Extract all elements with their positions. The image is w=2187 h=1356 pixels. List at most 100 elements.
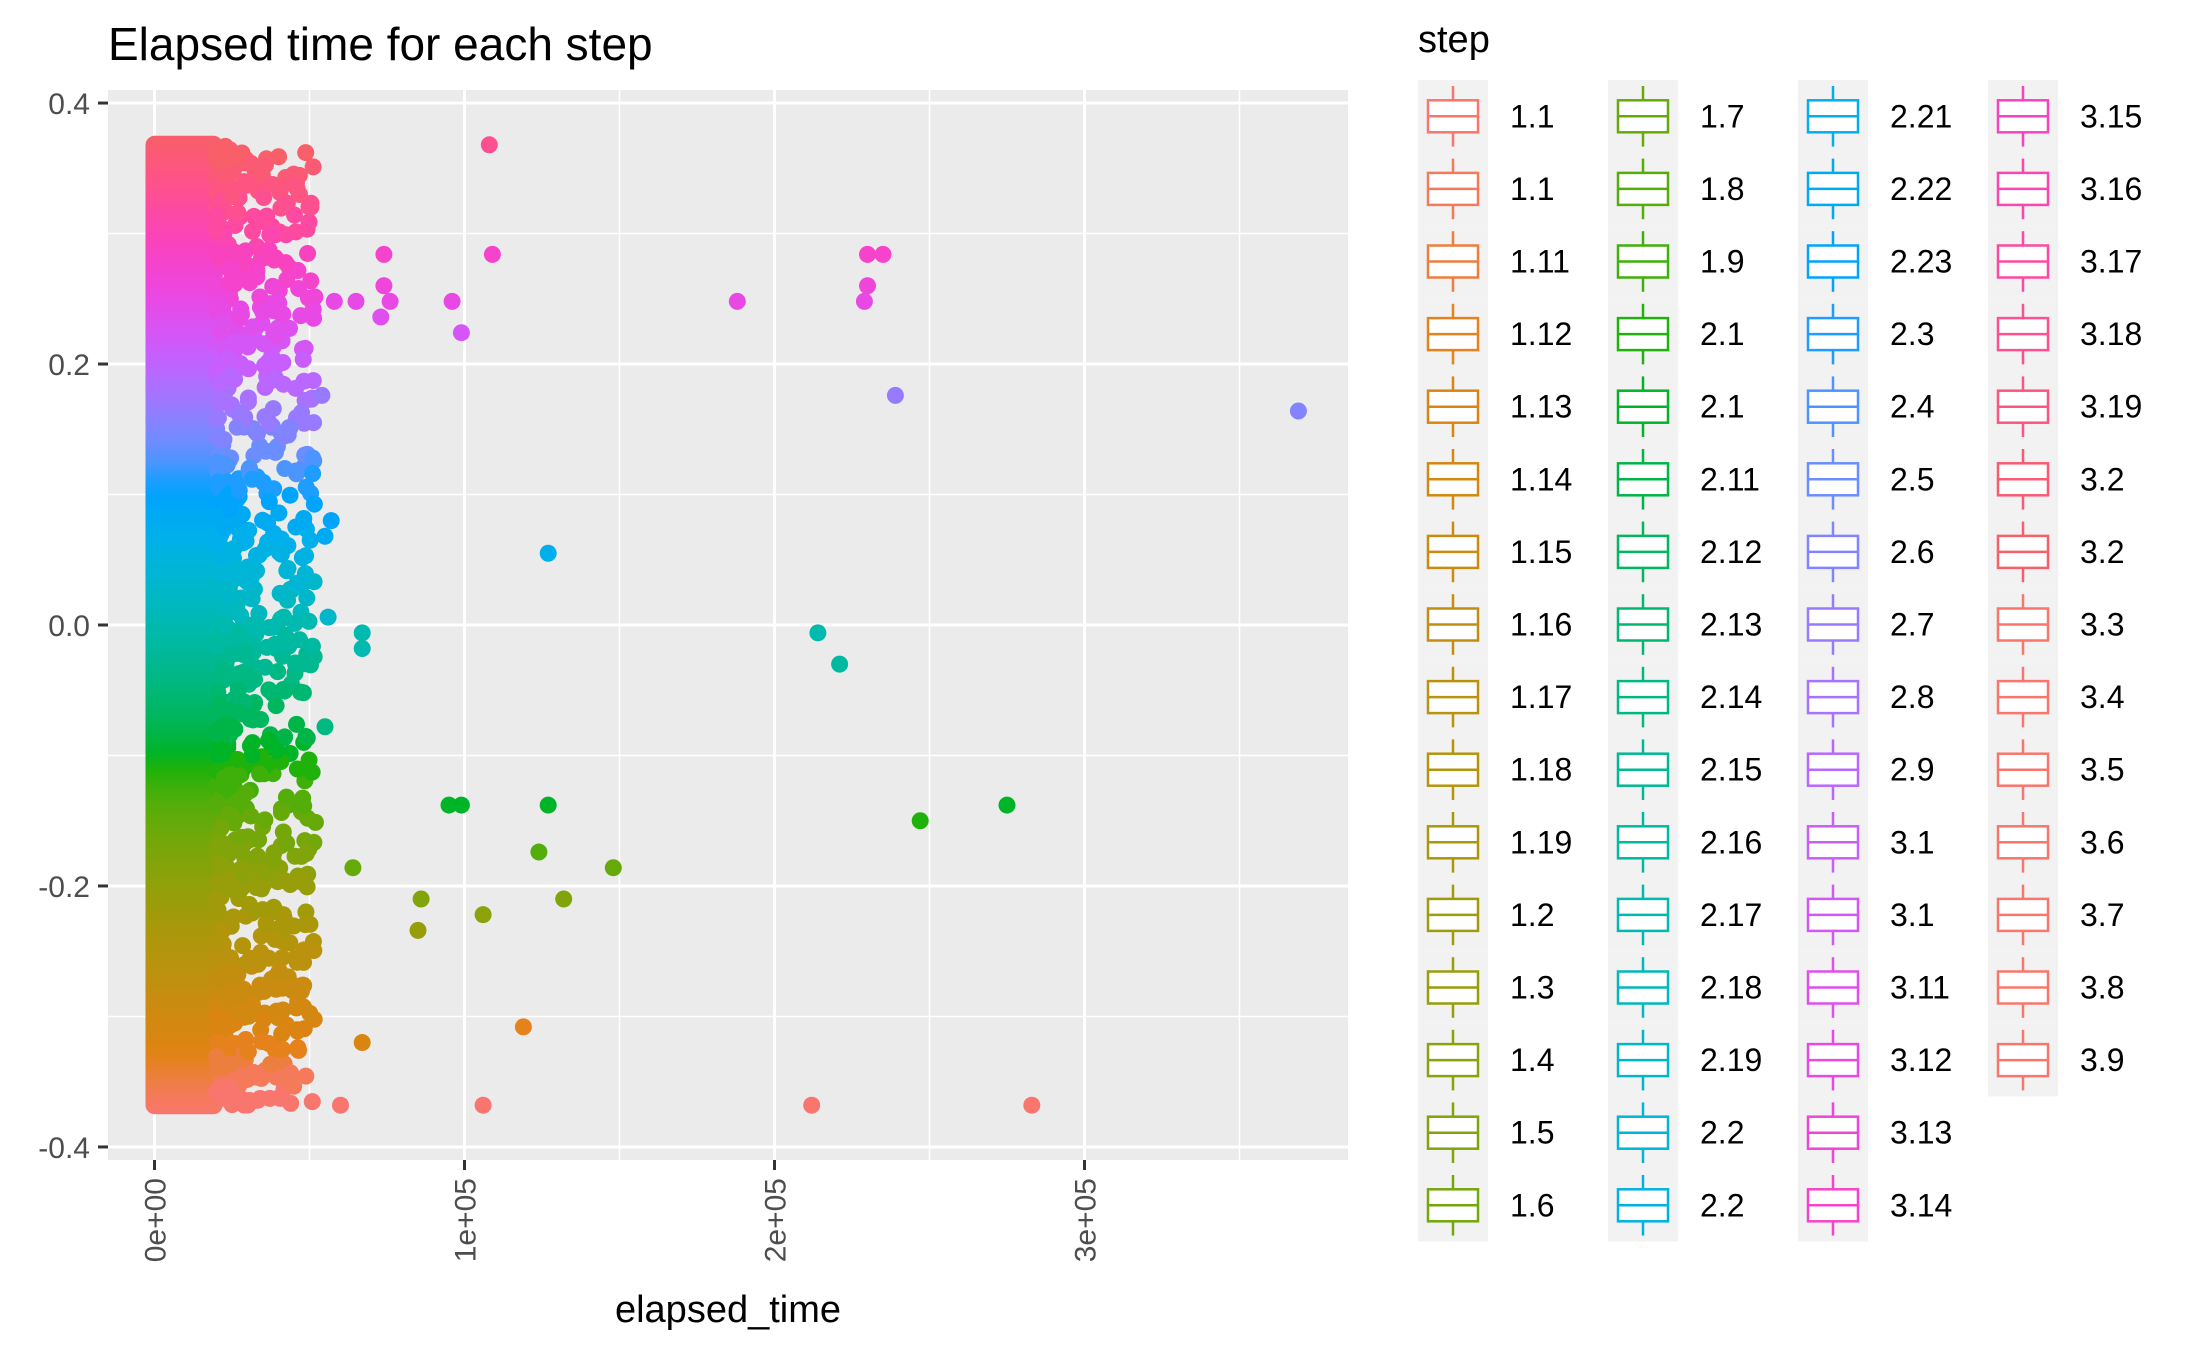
legend-label: 3.14: [1890, 1187, 1952, 1223]
band-point: [271, 584, 289, 602]
legend-label: 3.17: [2080, 244, 2142, 280]
band-point: [241, 174, 259, 192]
legend-label: 2.11: [1700, 461, 1760, 497]
data-point: [514, 1018, 532, 1036]
band-point: [296, 916, 314, 934]
band-point: [297, 144, 315, 162]
band-point: [290, 279, 308, 297]
legend-item: 2.14: [1608, 660, 1762, 734]
band-point: [297, 478, 315, 496]
band-point: [272, 804, 290, 822]
band-point: [267, 697, 285, 715]
band-point: [230, 405, 248, 423]
legend-label: 1.7: [1700, 98, 1744, 134]
band-point: [230, 766, 248, 784]
data-point: [322, 512, 340, 530]
data-point: [375, 277, 393, 295]
legend-label: 2.14: [1700, 679, 1762, 715]
band-point: [213, 1011, 231, 1029]
band-point: [255, 189, 273, 207]
band-point: [276, 460, 294, 478]
legend-label: 3.19: [2080, 389, 2142, 425]
band-point: [254, 473, 272, 491]
band-point: [272, 530, 290, 548]
legend-label: 1.19: [1510, 824, 1572, 860]
band-point: [230, 481, 248, 499]
band-point: [278, 562, 296, 580]
legend-label: 3.11: [1890, 970, 1950, 1006]
band-point: [264, 851, 282, 869]
band-point: [302, 272, 320, 290]
legend-label: 1.11: [1510, 244, 1570, 280]
legend-label: 2.3: [1890, 316, 1934, 352]
band-point: [253, 880, 271, 898]
y-axis: -0.4 -0.2 0.0 0.2 0.4: [38, 88, 108, 1165]
band-point: [297, 547, 315, 565]
band-point: [251, 976, 269, 994]
band-point: [239, 338, 257, 356]
chart-title: Elapsed time for each step: [108, 18, 653, 70]
y-tick-label: 0.0: [48, 610, 90, 643]
legend-item: 3.15: [1988, 80, 2142, 153]
band-point: [267, 370, 285, 388]
band-point: [298, 589, 316, 607]
band-point: [294, 684, 312, 702]
band-point: [240, 896, 258, 914]
legend-item: 1.5: [1418, 1096, 1554, 1169]
legend-item: 3.1: [1798, 878, 1934, 952]
legend-item: 1.17: [1418, 660, 1572, 734]
legend-item: 2.3: [1798, 297, 1934, 371]
legend-item: 1.12: [1418, 297, 1572, 371]
band-point: [281, 486, 299, 504]
x-axis: 0e+00 1e+05 2e+05 3e+05: [140, 1160, 1103, 1262]
legend-label: 2.5: [1890, 461, 1934, 497]
band-point: [242, 589, 260, 607]
data-point: [480, 136, 498, 154]
data-point: [859, 245, 876, 263]
band-point: [222, 949, 240, 967]
legend-label: 1.9: [1700, 244, 1744, 280]
band-point: [215, 431, 233, 449]
legend-item: 2.4: [1798, 370, 1934, 443]
band-point: [243, 746, 261, 764]
legend-label: 2.13: [1700, 607, 1762, 643]
legend-label: 1.6: [1510, 1187, 1554, 1223]
legend-label: 2.22: [1890, 171, 1952, 207]
band-point: [240, 521, 258, 539]
data-point: [1289, 402, 1307, 420]
band-point: [292, 982, 310, 1000]
band-point: [302, 198, 320, 216]
legend-items: 1.1 1.1 1.11 1.12 1.13 1.14 1.15 1.16 1.17 1.18 1.…: [1418, 80, 2142, 1242]
legend-item: 3.9: [1988, 1023, 2124, 1097]
band-point: [228, 418, 246, 436]
legend-item: 3.12: [1798, 1023, 1952, 1097]
band-point: [236, 955, 254, 973]
band-point: [255, 335, 273, 353]
band-point: [234, 1091, 252, 1109]
band-point: [229, 750, 247, 768]
data-point: [325, 292, 343, 310]
band-point: [234, 937, 252, 955]
band-point: [264, 277, 282, 295]
x-tick-label: 1e+05: [450, 1178, 483, 1262]
legend-label: 3.9: [2080, 1042, 2124, 1078]
data-point: [344, 859, 362, 877]
legend-item: 3.13: [1798, 1096, 1952, 1169]
band-point: [278, 194, 296, 212]
band-point: [265, 898, 283, 916]
band-point: [298, 220, 316, 238]
band-point: [244, 1063, 262, 1081]
legend-label: 1.4: [1510, 1042, 1554, 1078]
band-point: [229, 702, 247, 720]
band-point: [273, 949, 291, 967]
dense-band-core: [145, 135, 223, 1115]
band-point: [248, 262, 266, 280]
data-point: [530, 843, 548, 861]
data-point: [539, 544, 557, 562]
band-point: [235, 866, 253, 884]
band-point: [252, 710, 270, 728]
legend-item: 1.4: [1418, 1023, 1554, 1097]
band-point: [292, 307, 310, 325]
data-point: [803, 1096, 821, 1114]
legend-item: 3.7: [1988, 878, 2124, 952]
